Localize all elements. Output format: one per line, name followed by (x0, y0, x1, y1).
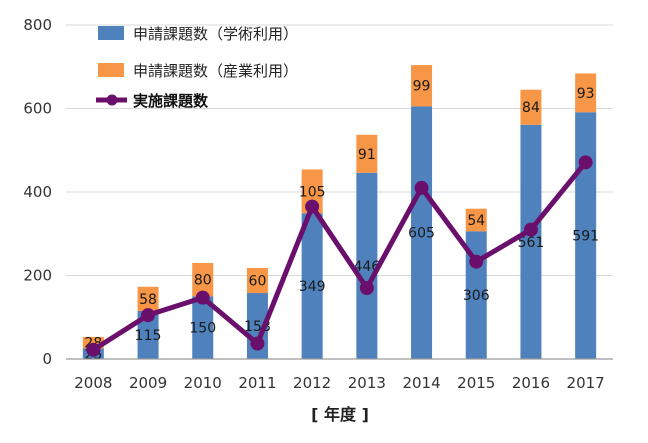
line-point (250, 336, 265, 351)
line-point (195, 290, 210, 305)
line-series (86, 155, 593, 357)
x-tick-label: 2010 (184, 374, 222, 392)
x-tick-label: 2013 (348, 374, 386, 392)
bar-academic (520, 124, 542, 359)
legend-label-implemented: 実施課題数 (133, 92, 209, 110)
x-tick-label: 2008 (74, 374, 112, 392)
line-point (359, 281, 374, 296)
line-point (141, 308, 156, 323)
legend-marker-implemented (106, 94, 118, 106)
data-label-academic: 561 (518, 235, 545, 251)
bar-industrial (356, 134, 378, 173)
line-point (86, 342, 101, 357)
bar-academic (137, 310, 159, 359)
line-point (523, 222, 538, 237)
legend-swatch-industrial (98, 63, 124, 77)
y-tick-label: 400 (23, 183, 52, 201)
bar-industrial (575, 73, 597, 113)
legend-label-academic: 申請課題数（学術利用） (133, 25, 298, 43)
y-tick-label: 800 (23, 16, 52, 34)
x-tick-label: 2014 (402, 374, 440, 392)
data-label-industrial: 58 (139, 292, 157, 308)
line-point (414, 180, 429, 195)
bar-academic (356, 172, 378, 359)
data-label-industrial: 91 (358, 147, 376, 163)
data-label-industrial: 60 (249, 274, 267, 290)
line-point (469, 254, 484, 269)
data-label-industrial: 80 (194, 273, 212, 289)
x-tick-label: 2017 (567, 374, 605, 392)
bar-industrial (192, 262, 214, 297)
bar-industrial (465, 208, 487, 232)
data-label-industrial: 93 (577, 86, 595, 102)
bar-industrial (246, 267, 268, 294)
x-tick-label: 2016 (512, 374, 550, 392)
data-label-industrial: 99 (413, 79, 431, 95)
legend: 申請課題数（学術利用） 申請課題数（産業利用） 実施課題数 (96, 25, 298, 110)
x-tick-label: 2012 (293, 374, 331, 392)
bar-industrial (411, 65, 433, 107)
bar-academic (411, 106, 433, 359)
data-label-industrial: 105 (299, 184, 326, 200)
bar-industrial (82, 336, 104, 349)
x-axis-ticks: 2008 2009 2010 2011 2012 2013 2014 2015 2016 2017 (74, 374, 604, 392)
bar-industrial (520, 89, 542, 125)
bar-academic (192, 296, 214, 359)
y-axis-ticks: 0 200 400 600 800 (23, 16, 52, 368)
y-tick-label: 600 (23, 100, 52, 118)
data-label-industrial: 84 (522, 100, 540, 116)
bar-industrial (137, 286, 159, 311)
x-tick-label: 2015 (457, 374, 495, 392)
bar-academic (301, 213, 323, 359)
legend-swatch-academic (98, 26, 124, 40)
y-tick-label: 0 (42, 350, 52, 368)
x-axis-title: [ 年度 ] (311, 405, 369, 424)
line-implemented (92, 160, 588, 352)
data-label-industrial: 54 (467, 213, 485, 229)
line-point (305, 199, 320, 214)
legend-label-industrial: 申請課題数（産業利用） (133, 62, 298, 80)
data-label-academic: 591 (572, 229, 599, 245)
data-label-academic: 115 (135, 328, 162, 344)
data-label-academic: 306 (463, 288, 490, 304)
data-label-academic: 349 (299, 279, 326, 295)
line-point (578, 155, 593, 170)
x-tick-label: 2009 (129, 374, 167, 392)
x-tick-label: 2011 (238, 374, 276, 392)
data-label-academic: 150 (189, 321, 216, 337)
y-tick-label: 200 (23, 267, 52, 285)
bar-academic (575, 112, 597, 359)
data-label-academic: 605 (408, 226, 435, 242)
